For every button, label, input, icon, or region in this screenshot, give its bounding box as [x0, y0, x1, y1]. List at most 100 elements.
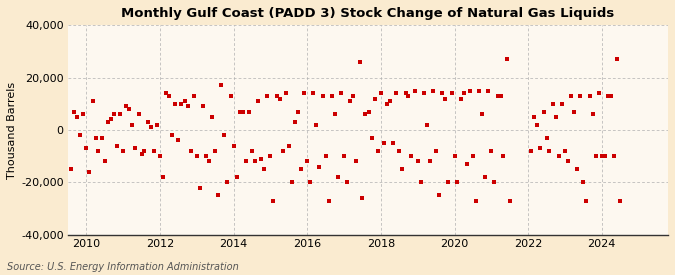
- Point: [286, 180, 297, 185]
- Point: [170, 101, 181, 106]
- Point: [394, 149, 405, 153]
- Point: [240, 159, 251, 164]
- Point: [360, 112, 371, 116]
- Point: [329, 112, 340, 116]
- Title: Monthly Gulf Coast (PADD 3) Stock Change of Natural Gas Liquids: Monthly Gulf Coast (PADD 3) Stock Change…: [122, 7, 615, 20]
- Point: [317, 94, 328, 98]
- Point: [305, 180, 316, 185]
- Point: [550, 115, 561, 119]
- Point: [117, 149, 128, 153]
- Point: [443, 180, 454, 185]
- Point: [470, 199, 481, 203]
- Point: [566, 94, 576, 98]
- Point: [400, 91, 411, 95]
- Point: [311, 123, 322, 127]
- Point: [391, 91, 402, 95]
- Point: [382, 101, 393, 106]
- Point: [585, 94, 595, 98]
- Point: [204, 159, 215, 164]
- Point: [327, 94, 338, 98]
- Point: [320, 154, 331, 158]
- Point: [464, 89, 475, 93]
- Point: [265, 154, 276, 158]
- Point: [440, 96, 451, 101]
- Point: [599, 154, 610, 158]
- Point: [219, 133, 230, 138]
- Point: [431, 149, 441, 153]
- Point: [72, 115, 82, 119]
- Point: [155, 154, 165, 158]
- Y-axis label: Thousand Barrels: Thousand Barrels: [7, 81, 17, 178]
- Point: [348, 94, 358, 98]
- Point: [271, 94, 282, 98]
- Point: [109, 112, 119, 116]
- Point: [121, 104, 132, 109]
- Point: [452, 180, 463, 185]
- Point: [222, 180, 233, 185]
- Point: [262, 94, 273, 98]
- Point: [345, 99, 356, 103]
- Point: [234, 109, 245, 114]
- Point: [412, 159, 423, 164]
- Point: [145, 125, 156, 130]
- Point: [486, 149, 497, 153]
- Point: [213, 193, 223, 197]
- Point: [87, 99, 98, 103]
- Point: [587, 112, 598, 116]
- Point: [274, 96, 285, 101]
- Point: [228, 144, 239, 148]
- Point: [609, 154, 620, 158]
- Point: [409, 89, 420, 93]
- Point: [296, 167, 306, 171]
- Point: [425, 159, 435, 164]
- Point: [351, 159, 362, 164]
- Point: [124, 107, 135, 111]
- Point: [615, 199, 626, 203]
- Point: [216, 83, 227, 88]
- Point: [504, 199, 515, 203]
- Point: [357, 196, 368, 200]
- Point: [97, 136, 107, 140]
- Point: [65, 167, 76, 171]
- Point: [461, 162, 472, 166]
- Point: [387, 141, 398, 145]
- Point: [302, 159, 313, 164]
- Point: [253, 99, 264, 103]
- Point: [198, 104, 209, 109]
- Point: [180, 99, 190, 103]
- Point: [299, 91, 310, 95]
- Point: [111, 144, 122, 148]
- Point: [397, 167, 408, 171]
- Point: [502, 57, 512, 62]
- Point: [541, 136, 552, 140]
- Point: [130, 146, 140, 150]
- Point: [437, 91, 448, 95]
- Point: [433, 193, 444, 197]
- Point: [244, 109, 254, 114]
- Point: [547, 101, 558, 106]
- Point: [284, 144, 294, 148]
- Point: [290, 120, 300, 124]
- Point: [603, 94, 614, 98]
- Point: [367, 136, 377, 140]
- Text: Source: U.S. Energy Information Administration: Source: U.S. Energy Information Administ…: [7, 262, 238, 272]
- Point: [164, 94, 175, 98]
- Point: [250, 159, 261, 164]
- Point: [468, 154, 479, 158]
- Point: [182, 104, 193, 109]
- Point: [590, 154, 601, 158]
- Point: [152, 123, 163, 127]
- Point: [375, 91, 386, 95]
- Point: [458, 91, 469, 95]
- Point: [207, 115, 217, 119]
- Point: [99, 159, 110, 164]
- Point: [354, 60, 365, 64]
- Point: [474, 89, 485, 93]
- Point: [532, 123, 543, 127]
- Point: [403, 94, 414, 98]
- Point: [332, 175, 343, 179]
- Point: [526, 149, 537, 153]
- Point: [90, 136, 101, 140]
- Point: [188, 94, 199, 98]
- Point: [480, 175, 491, 179]
